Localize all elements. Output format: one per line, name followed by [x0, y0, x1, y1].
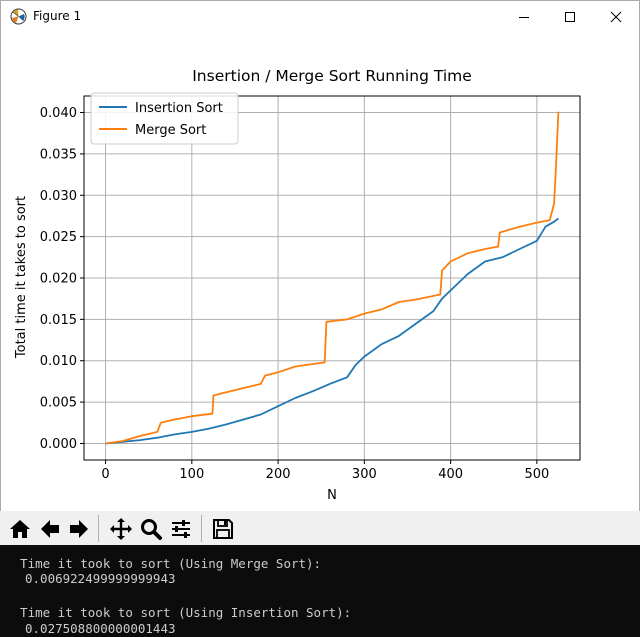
zoom-button[interactable]: [136, 514, 165, 543]
y-tick-label: 0.000: [40, 437, 77, 452]
x-axis-label: N: [327, 488, 337, 503]
y-axis-label: Total time it takes to sort: [14, 196, 29, 359]
series-line-merge-sort: [105, 111, 560, 445]
console-line: Time it took to sort (Using Insertion So…: [5, 605, 352, 620]
navigation-toolbar: [0, 511, 640, 545]
line-chart: Insertion / Merge Sort Running Time 0 100…: [14, 67, 581, 503]
back-icon: [40, 519, 59, 538]
x-tick-label: 0: [101, 467, 109, 482]
figure-window: Figure 1 Insertion / Merge Sort Running …: [0, 0, 640, 547]
y-tick-label: 0.030: [40, 189, 77, 204]
console-value: 0.027508800000001443: [25, 621, 176, 636]
y-tick-label: 0.015: [40, 313, 77, 328]
title-bar[interactable]: Figure 1: [1, 1, 639, 32]
save-icon: [212, 518, 233, 539]
x-tick-label: 400: [438, 467, 463, 482]
home-button[interactable]: [5, 514, 34, 543]
configure-subplots-button[interactable]: [166, 514, 195, 543]
y-tick-label: 0.040: [40, 106, 77, 121]
x-tick-label: 200: [266, 467, 291, 482]
forward-button[interactable]: [64, 514, 93, 543]
x-tick-label: 100: [179, 467, 204, 482]
maximize-icon: [565, 11, 575, 22]
matplotlib-logo-icon: [10, 8, 27, 25]
y-tick-label: 0.025: [40, 230, 77, 245]
zoom-icon: [140, 518, 162, 540]
legend-box: [90, 92, 239, 145]
console-value: 0.006922499999999943: [25, 571, 176, 586]
close-button[interactable]: [593, 1, 639, 32]
console-output: Time it took to sort (Using Merge Sort):…: [0, 545, 640, 637]
plot-area[interactable]: Insertion / Merge Sort Running Time 0 100…: [1, 32, 639, 512]
legend-label-merge: Merge Sort: [135, 123, 206, 138]
home-icon: [9, 519, 30, 538]
close-icon: [610, 11, 622, 22]
y-tick-label: 0.005: [40, 396, 77, 411]
y-tick-label: 0.035: [40, 147, 77, 162]
minimize-icon: [519, 16, 529, 18]
configure-icon: [171, 519, 190, 538]
series-line-insertion-sort: [105, 217, 559, 445]
maximize-button[interactable]: [547, 1, 593, 32]
legend-label-insertion: Insertion Sort: [135, 101, 223, 116]
x-tick-label: 500: [524, 467, 549, 482]
pan-icon: [109, 517, 132, 540]
minimize-button[interactable]: [501, 1, 547, 32]
forward-icon: [69, 519, 88, 538]
toolbar-separator: [98, 515, 99, 542]
pan-button[interactable]: [106, 514, 135, 543]
y-tick-label: 0.010: [40, 354, 77, 369]
window-title: Figure 1: [33, 9, 82, 23]
toolbar-separator: [201, 515, 202, 542]
legend: Insertion Sort Merge Sort: [90, 92, 239, 145]
console-line: Time it took to sort (Using Merge Sort):: [5, 556, 322, 571]
chart-title: Insertion / Merge Sort Running Time: [192, 67, 472, 85]
save-button[interactable]: [208, 514, 237, 543]
x-tick-label: 300: [352, 467, 377, 482]
back-button[interactable]: [35, 514, 64, 543]
y-tick-label: 0.020: [40, 272, 77, 287]
